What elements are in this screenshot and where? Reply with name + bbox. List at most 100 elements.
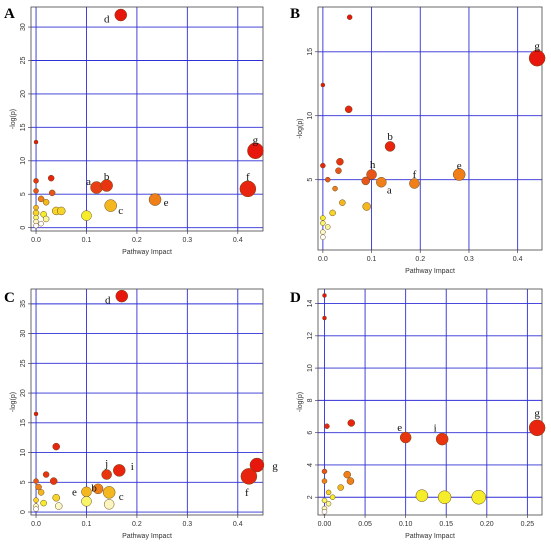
data-point xyxy=(49,477,58,485)
chart-panel-b: 0.0 0.1 0.2 0.3 0.4 5 10 15 Pathway Impact -log(p… xyxy=(290,6,546,275)
data-point xyxy=(33,178,39,184)
x-tick-label: 0.1 xyxy=(367,256,377,263)
x-tick-label: 0.2 xyxy=(132,521,142,528)
data-point xyxy=(57,206,66,216)
point-label-b: b xyxy=(387,131,393,143)
plot-frame xyxy=(317,288,543,516)
point-label-e: e xyxy=(72,486,77,498)
y-tick-label: 15 xyxy=(20,419,27,427)
data-point xyxy=(249,457,265,473)
point-label-g: g xyxy=(534,41,540,53)
plot-frame xyxy=(30,6,264,232)
data-point xyxy=(437,490,452,504)
data-point xyxy=(100,179,113,192)
chart-panel-a: 0.0 0.1 0.2 0.3 0.4 0 5 10 15 20 25 30 Pathway Impac… xyxy=(4,6,264,256)
point-label-f: f xyxy=(245,487,249,499)
x-tick-label: 0.4 xyxy=(513,256,523,263)
x-tick-label: 0.05 xyxy=(358,521,372,528)
data-point xyxy=(322,293,327,298)
x-tick-label: 0.0 xyxy=(31,521,41,528)
x-axis-label: Pathway Impact xyxy=(405,268,455,275)
data-point xyxy=(320,220,326,226)
x-tick-label: 0.0 xyxy=(31,237,41,244)
y-tick-label: 5 xyxy=(307,178,314,182)
data-point xyxy=(324,176,331,183)
x-tick-label: 0.4 xyxy=(233,237,243,244)
data-point xyxy=(247,142,264,160)
data-point xyxy=(337,484,344,491)
data-point xyxy=(33,411,39,417)
y-tick-label: 6 xyxy=(307,431,314,435)
data-point xyxy=(366,169,377,180)
x-tick-label: 0.20 xyxy=(480,521,494,528)
x-axis-label: Pathway Impact xyxy=(405,533,455,540)
data-point xyxy=(320,215,326,221)
data-point xyxy=(325,500,332,507)
y-tick-label: 20 xyxy=(20,90,27,98)
point-label-j: j xyxy=(104,458,108,470)
data-point xyxy=(346,14,353,20)
y-tick-label: 35 xyxy=(20,300,27,308)
data-point xyxy=(42,471,50,478)
data-point xyxy=(33,222,39,229)
y-tick-label: 30 xyxy=(20,23,27,31)
y-tick-label: 10 xyxy=(20,157,27,165)
data-point xyxy=(33,478,39,484)
y-tick-label: 5 xyxy=(20,192,27,196)
y-tick-label: 0 xyxy=(20,226,27,230)
panel-letter: D xyxy=(290,290,301,306)
data-point xyxy=(409,178,420,189)
x-tick-label: 0.4 xyxy=(233,521,243,528)
x-axis-label: Pathway Impact xyxy=(122,533,172,540)
panel-letter: B xyxy=(290,6,300,22)
data-point xyxy=(343,470,351,479)
data-point xyxy=(33,506,39,512)
point-label-d: d xyxy=(104,14,110,26)
data-point xyxy=(81,496,92,507)
x-tick-label: 0.3 xyxy=(182,521,192,528)
data-point xyxy=(324,423,330,429)
y-axis-label: -log(p) xyxy=(10,392,17,412)
data-point xyxy=(240,468,258,485)
data-point xyxy=(54,502,63,510)
data-point xyxy=(148,193,162,206)
x-tick-label: 0.1 xyxy=(82,521,92,528)
y-tick-label: 10 xyxy=(307,112,314,120)
data-point xyxy=(528,419,546,437)
data-point xyxy=(320,162,326,169)
y-tick-label: 0 xyxy=(20,510,27,514)
data-point xyxy=(320,82,326,88)
y-tick-label: 8 xyxy=(307,398,314,402)
data-point xyxy=(528,49,546,67)
x-tick-label: 0.0 xyxy=(318,256,328,263)
data-point xyxy=(33,188,39,194)
data-point xyxy=(38,220,44,227)
x-tick-label: 0.1 xyxy=(82,237,92,244)
data-point xyxy=(101,469,112,480)
data-point xyxy=(376,176,387,188)
data-point xyxy=(47,174,55,182)
data-point xyxy=(435,432,449,446)
panel-letter: C xyxy=(4,290,15,306)
data-point xyxy=(415,489,429,502)
data-point xyxy=(320,234,326,240)
data-point xyxy=(344,105,353,114)
data-point xyxy=(336,158,344,166)
point-label-g: g xyxy=(534,407,540,419)
plot-frame xyxy=(30,288,264,516)
point-label-f: f xyxy=(246,171,250,183)
point-label-g: g xyxy=(272,461,278,473)
point-label-i: i xyxy=(131,461,134,473)
data-point xyxy=(321,468,328,475)
data-point xyxy=(81,486,92,498)
data-point xyxy=(471,489,486,505)
plot-frame xyxy=(317,6,543,251)
data-point xyxy=(33,139,39,145)
data-point xyxy=(113,464,126,477)
point-label-b: b xyxy=(91,482,97,494)
data-point xyxy=(321,478,328,484)
x-tick-label: 0.25 xyxy=(521,521,535,528)
chart-panel-d: 0.00 0.05 0.10 0.15 0.20 0.25 2 4 6 8 10 12 14 Pathwa… xyxy=(290,288,546,540)
y-tick-label: 2 xyxy=(307,495,314,499)
